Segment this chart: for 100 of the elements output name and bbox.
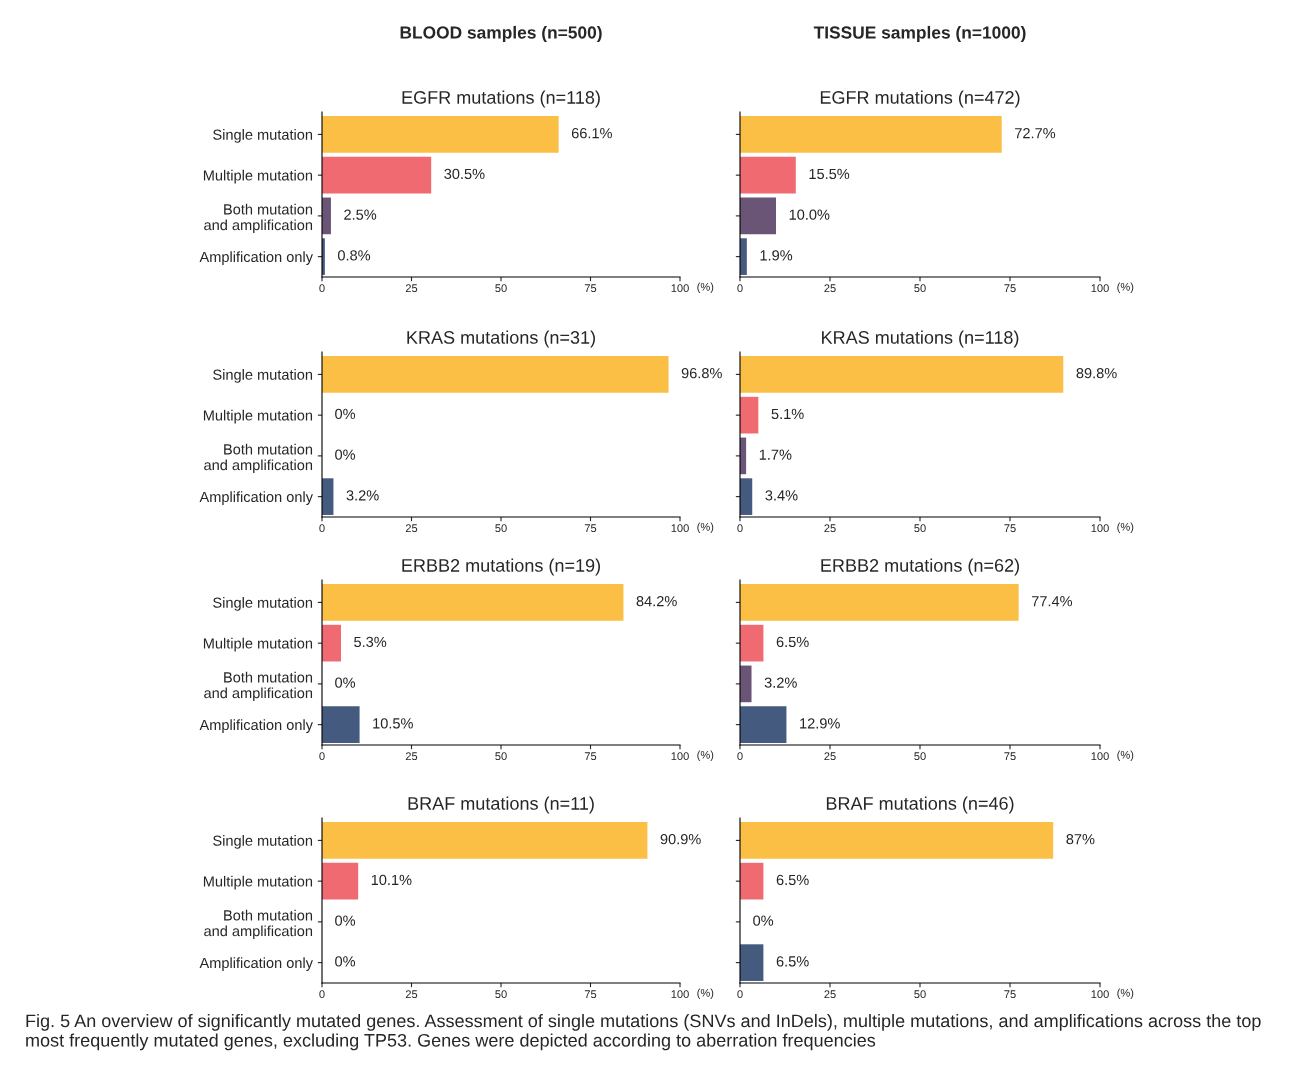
- y-tick-label: Amplification only: [199, 957, 313, 971]
- x-tick-label: 0: [737, 284, 743, 293]
- data-label: 15.5%: [809, 168, 850, 180]
- x-tick-label: 50: [914, 284, 926, 293]
- data-label: 0%: [335, 408, 356, 420]
- x-tick-label: 0: [319, 524, 325, 533]
- data-label: 1.7%: [759, 449, 792, 460]
- bar: [322, 156, 432, 194]
- y-tick-label: Amplification only: [199, 719, 313, 733]
- chart-subtitle: TISSUE samples (n=1000): [813, 25, 1026, 43]
- data-label: 1.9%: [760, 250, 793, 261]
- x-tick-label: 75: [584, 990, 597, 999]
- bar: [740, 116, 1002, 153]
- bar: [322, 116, 559, 153]
- bar: [322, 706, 360, 743]
- bar: [740, 584, 1019, 621]
- data-label: 87%: [1066, 834, 1095, 845]
- data-label: 6.5%: [776, 874, 809, 886]
- caption: Fig. 5 An overview of significantly mutated genes. Assessment of single mutations (SNVs and InDels), multiple mutations, and amplifications across the top most frequently mutated genes, excluding TP53. Genes were depicted according to aberration frequencies: [26, 1014, 1261, 1051]
- x-tick-label: 100: [1091, 284, 1109, 293]
- x-tick-label: 100: [1091, 990, 1109, 999]
- y-tick-label: Amplification only: [199, 251, 313, 265]
- data-label: 30.5%: [444, 168, 485, 180]
- data-label: 12.9%: [800, 718, 840, 729]
- x-tick-label: 25: [405, 524, 418, 533]
- x-tick-label: 50: [914, 524, 926, 533]
- chart-title: EGFR mutations (n=472): [820, 90, 1020, 108]
- data-label: 0%: [335, 915, 356, 926]
- data-label: 66.1%: [571, 128, 612, 139]
- x-tick-label: 50: [495, 284, 507, 293]
- y-tick-label: Single mutation: [213, 835, 313, 849]
- y-tick-label: Multiple mutation: [203, 875, 313, 890]
- bar: [740, 396, 759, 434]
- data-label: 77.4%: [1031, 596, 1073, 607]
- x-tick-label: 100: [1091, 524, 1109, 533]
- y-tick-label: Amplification only: [199, 491, 313, 505]
- bar: [740, 156, 796, 194]
- x-tick-label: 50: [914, 990, 926, 999]
- x-axis-title: (%): [697, 282, 714, 293]
- x-tick-label: 0: [319, 990, 325, 999]
- data-label: 0.8%: [337, 250, 371, 261]
- data-label: 0%: [335, 449, 356, 460]
- x-tick-label: 50: [495, 752, 507, 761]
- chart-title: KRAS mutations (n=31): [407, 330, 595, 348]
- y-tick-label: Both mutation and amplification: [204, 909, 313, 940]
- data-label: 6.5%: [776, 956, 809, 967]
- x-tick-label: 0: [319, 284, 325, 293]
- x-tick-label: 100: [1091, 752, 1109, 761]
- x-tick-label: 0: [319, 752, 325, 761]
- data-label: 0%: [335, 677, 356, 688]
- bar: [740, 706, 787, 743]
- x-tick-label: 75: [1004, 284, 1016, 293]
- y-tick-label: Multiple mutation: [203, 409, 313, 424]
- chart-title: KRAS mutations (n=118): [822, 330, 1019, 348]
- x-tick-label: 50: [495, 990, 507, 999]
- data-label: 3.4%: [765, 490, 798, 501]
- x-tick-label: 0: [737, 524, 743, 533]
- y-tick-label: Both mutation and amplification: [204, 203, 313, 234]
- x-tick-label: 75: [584, 524, 597, 533]
- chart-subtitle: BLOOD samples (n=500): [400, 25, 602, 43]
- bar: [322, 624, 341, 662]
- x-tick-label: 75: [1004, 990, 1016, 999]
- x-tick-label: 25: [405, 752, 418, 761]
- bar: [740, 197, 776, 235]
- y-tick-label: Both mutation and amplification: [204, 443, 313, 474]
- data-label: 3.2%: [346, 490, 379, 501]
- data-label: 3.2%: [764, 677, 797, 688]
- x-axis-title: (%): [697, 988, 714, 999]
- data-label: 89.8%: [1076, 368, 1117, 379]
- chart-title: ERBB2 mutations (n=62): [821, 558, 1019, 576]
- data-label: 5.3%: [354, 636, 387, 648]
- x-axis-title: (%): [697, 750, 714, 761]
- x-axis-title: (%): [1117, 282, 1134, 293]
- y-tick-label: Multiple mutation: [203, 169, 313, 184]
- x-tick-label: 0: [737, 990, 743, 999]
- x-tick-label: 100: [671, 752, 689, 761]
- data-label: 10.1%: [371, 874, 412, 886]
- data-label: 6.5%: [776, 636, 809, 648]
- x-axis-title: (%): [1117, 750, 1134, 761]
- x-axis-title: (%): [697, 522, 714, 533]
- x-tick-label: 75: [584, 752, 597, 761]
- chart-title: BRAF mutations (n=11): [408, 796, 594, 814]
- bar: [740, 624, 764, 662]
- bar: [740, 356, 1064, 393]
- x-tick-label: 75: [1004, 524, 1016, 533]
- y-tick-label: Single mutation: [213, 129, 313, 143]
- chart-title: BRAF mutations (n=46): [826, 796, 1014, 814]
- x-tick-label: 25: [824, 524, 836, 533]
- data-label: 2.5%: [344, 209, 377, 220]
- x-tick-label: 25: [824, 990, 836, 999]
- x-axis-title: (%): [1117, 988, 1134, 999]
- x-tick-label: 25: [824, 752, 836, 761]
- data-label: 10.5%: [373, 718, 413, 729]
- x-tick-label: 50: [914, 752, 926, 761]
- chart-title: EGFR mutations (n=118): [402, 90, 600, 108]
- x-tick-label: 25: [405, 990, 418, 999]
- y-tick-label: Multiple mutation: [203, 637, 313, 652]
- x-axis-title: (%): [1117, 522, 1134, 533]
- y-tick-label: Single mutation: [213, 369, 313, 383]
- chart-title: ERBB2 mutations (n=19): [402, 558, 600, 576]
